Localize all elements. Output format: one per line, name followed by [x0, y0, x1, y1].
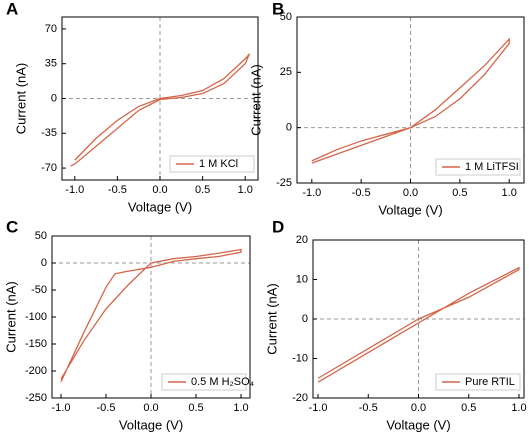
plot-frame — [51, 235, 251, 399]
x-tick-label: 1.0 — [511, 402, 526, 414]
panel-label: B — [272, 0, 284, 18]
y-tick-label: 0 — [41, 257, 47, 269]
y-tick-label: -100 — [25, 311, 47, 323]
panel-label: D — [272, 217, 284, 236]
plot-frame — [296, 16, 525, 184]
plot-frame — [61, 16, 259, 181]
y-tick-label: 70 — [45, 23, 57, 35]
legend-box — [435, 158, 521, 176]
x-tick-label: 0.0 — [411, 402, 426, 414]
panel-label: A — [6, 0, 18, 18]
y-tick-label: 50 — [35, 230, 47, 242]
y-tick-label: -250 — [25, 392, 47, 404]
x-tick-label: -1.0 — [52, 402, 71, 414]
y-tick-label: -200 — [25, 365, 47, 377]
legend-box — [161, 373, 247, 391]
x-tick-label: 1.0 — [502, 187, 517, 199]
y-tick-label: 0 — [51, 92, 57, 104]
y-tick-label: 10 — [296, 273, 308, 285]
y-tick-label: 50 — [280, 11, 292, 23]
y-tick-label: -50 — [31, 284, 47, 296]
y-axis-label: Current (nA) — [248, 64, 263, 136]
legend-label: Pure RTIL — [465, 376, 515, 388]
y-tick-label: -150 — [25, 338, 47, 350]
legend-box — [435, 373, 521, 391]
y-tick-label: -25 — [276, 177, 292, 189]
x-tick-label: 0.5 — [195, 184, 210, 196]
legend-box — [169, 155, 255, 173]
y-tick-label: 0 — [302, 313, 308, 325]
x-tick-label: -0.5 — [359, 402, 378, 414]
x-tick-label: -1.0 — [65, 184, 84, 196]
y-tick-label: 20 — [296, 234, 308, 246]
y-axis-label: Current (nA) — [3, 281, 18, 353]
x-tick-label: 0.0 — [143, 402, 158, 414]
y-tick-label: -20 — [292, 392, 308, 404]
data-line — [311, 37, 510, 164]
y-tick-label: 35 — [45, 58, 57, 70]
x-axis-label: Voltage (V) — [378, 202, 442, 217]
x-tick-label: -0.5 — [352, 187, 371, 199]
y-tick-label: -10 — [292, 352, 308, 364]
x-tick-label: -1.0 — [309, 402, 328, 414]
y-axis-label: Current (nA) — [264, 283, 279, 355]
panel-label: C — [6, 217, 18, 236]
legend-label: 1 M LiTFSI — [465, 161, 519, 173]
x-tick-label: -0.5 — [108, 184, 127, 196]
x-tick-label: 1.0 — [233, 402, 248, 414]
data-line — [60, 248, 242, 383]
legend-label: 1 M KCl — [199, 158, 238, 170]
x-tick-label: -0.5 — [97, 402, 116, 414]
legend-label: 0.5 M H₂SO₄ — [191, 376, 255, 388]
y-tick-label: 0 — [286, 122, 292, 134]
x-tick-label: -1.0 — [302, 187, 321, 199]
x-axis-label: Voltage (V) — [119, 417, 183, 432]
x-tick-label: 0.5 — [188, 402, 203, 414]
x-tick-label: 0.0 — [152, 184, 167, 196]
x-axis-label: Voltage (V) — [386, 417, 450, 432]
x-axis-label: Voltage (V) — [128, 199, 192, 214]
x-tick-label: 0.0 — [403, 187, 418, 199]
x-tick-label: 1.0 — [238, 184, 253, 196]
data-line — [70, 53, 251, 167]
plot-frame — [312, 239, 525, 399]
data-line — [317, 266, 520, 383]
y-tick-label: 25 — [280, 66, 292, 78]
x-tick-label: 0.5 — [452, 187, 467, 199]
x-tick-label: 0.5 — [461, 402, 476, 414]
y-tick-label: -35 — [41, 127, 57, 139]
y-axis-label: Current (nA) — [13, 63, 28, 135]
y-tick-label: -70 — [41, 162, 57, 174]
